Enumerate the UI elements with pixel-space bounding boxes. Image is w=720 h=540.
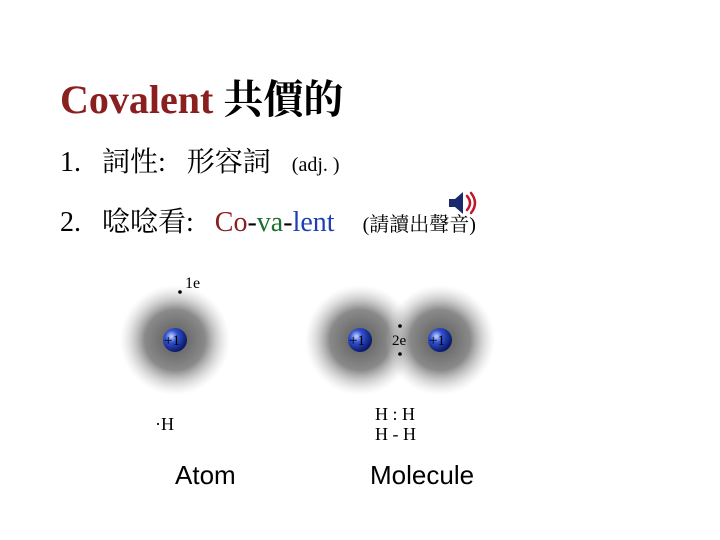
- title-en: Covalent: [60, 77, 213, 122]
- syllable-3: -: [283, 207, 292, 238]
- line2-num: 2.: [60, 207, 81, 238]
- caption-molecule: Molecule: [370, 460, 474, 491]
- label-1e: 1e: [185, 275, 200, 292]
- label-mol-bottom2: H - H: [375, 424, 416, 444]
- atom-diagram: 1e +1 ·H: [120, 275, 230, 434]
- line1-label: 詞性:: [102, 147, 166, 178]
- line2-label: 唸唸看:: [102, 207, 194, 238]
- label-2e: 2e: [392, 333, 407, 349]
- molecule-diagram: +1 +1 2e H : H H - H: [305, 285, 495, 444]
- sound-icon: [445, 185, 481, 221]
- label-plus1: +1: [164, 333, 180, 349]
- slide: Covalent 共價的 1. 詞性: 形容詞 (adj. ) 2. 唸唸看: …: [0, 0, 720, 540]
- label-plus1-right: +1: [429, 333, 445, 349]
- line1-value: 形容詞: [187, 147, 271, 178]
- syllable-1: -: [247, 207, 256, 238]
- label-atom-bottom: ·H: [155, 414, 174, 434]
- title-zh: 共價的: [223, 77, 343, 122]
- diagram: 1e +1 ·H +1 +1 2e H : H H - H: [90, 270, 530, 470]
- line-2: 2. 唸唸看: Co-va-lent (請讀出聲音): [60, 200, 476, 240]
- caption-atom: Atom: [175, 460, 236, 491]
- line1-num: 1.: [60, 147, 81, 178]
- line-1: 1. 詞性: 形容詞 (adj. ): [60, 140, 340, 180]
- label-mol-bottom1: H : H: [375, 404, 415, 424]
- syllable-0: Co: [215, 207, 248, 238]
- syllable-4: lent: [293, 207, 335, 238]
- slide-title: Covalent 共價的: [60, 68, 343, 125]
- label-plus1-left: +1: [349, 333, 365, 349]
- line1-note: (adj. ): [292, 154, 340, 176]
- syllable-2: va: [257, 207, 283, 238]
